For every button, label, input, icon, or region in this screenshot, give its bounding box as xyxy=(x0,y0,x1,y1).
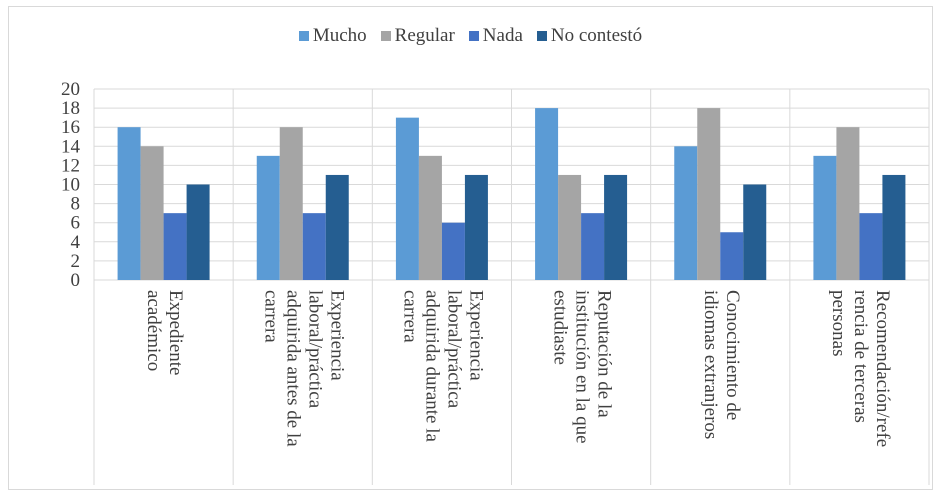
category-label-line: Reputación de la xyxy=(594,290,615,418)
category-label-line: institución en la que xyxy=(572,290,593,444)
bar xyxy=(535,108,559,280)
category-label-line: Expediente xyxy=(165,290,186,375)
bar xyxy=(558,174,582,280)
legend-item: Regular xyxy=(380,25,455,47)
y-tick-label: 12 xyxy=(61,155,80,176)
bar xyxy=(674,146,698,280)
chart-legend: Mucho Regular Nada No contestó xyxy=(9,25,932,47)
y-tick-label: 6 xyxy=(71,213,81,234)
legend-label: Regular xyxy=(394,25,455,46)
legend-item: Mucho xyxy=(298,25,367,47)
bar xyxy=(836,127,860,280)
bar xyxy=(325,174,349,280)
bar xyxy=(117,127,141,280)
y-tick-label: 18 xyxy=(61,98,80,119)
category-label-line: adquirida antes de la xyxy=(282,290,303,447)
category-label-line: carrera xyxy=(400,290,421,343)
legend-label: Nada xyxy=(482,25,523,46)
bar xyxy=(395,117,419,281)
bar xyxy=(140,146,164,280)
bar xyxy=(279,127,303,280)
legend-swatch xyxy=(380,31,391,41)
category-label-line: académico xyxy=(143,290,164,371)
category-label-line: Experiencia xyxy=(326,290,347,381)
y-tick-label: 4 xyxy=(71,232,81,253)
legend-swatch xyxy=(468,31,479,41)
y-tick-label: 20 xyxy=(61,79,80,100)
category-label-line: idiomas extranjeros xyxy=(700,290,721,439)
y-tick-label: 2 xyxy=(71,251,81,272)
y-tick-label: 14 xyxy=(61,136,81,157)
legend-swatch xyxy=(536,31,547,41)
legend-label: No contestó xyxy=(550,25,643,46)
legend-item: No contestó xyxy=(536,25,643,47)
category-label-line: laboral/práctica xyxy=(304,290,325,409)
y-tick-label: 0 xyxy=(71,270,81,291)
bar xyxy=(302,213,326,280)
category-label-line: Conocimiento de xyxy=(722,290,743,420)
y-tick-label: 8 xyxy=(71,194,81,215)
legend-item: Nada xyxy=(468,25,523,47)
category-label-line: Recomendación/refe xyxy=(872,290,893,447)
bar xyxy=(813,155,837,280)
y-tick-label: 16 xyxy=(61,117,80,138)
category-label-line: estudiaste xyxy=(550,290,571,365)
category-label-line: adquirida durante la xyxy=(422,290,443,443)
bar xyxy=(882,174,906,280)
bar xyxy=(743,184,767,280)
legend-swatch xyxy=(298,31,309,41)
bar xyxy=(859,213,883,280)
bar xyxy=(581,213,605,280)
bar xyxy=(604,174,628,280)
category-label-line: carrera xyxy=(260,290,281,343)
bar xyxy=(256,155,280,280)
category-label-line: personas xyxy=(828,290,849,356)
bar xyxy=(464,174,488,280)
bar xyxy=(441,222,465,280)
chart-frame: Mucho Regular Nada No contestó 0 2 4 6 8 10 12 14 1… xyxy=(8,6,933,490)
y-tick-label: 10 xyxy=(61,175,80,196)
bar xyxy=(186,184,210,280)
bar xyxy=(720,232,744,280)
bar xyxy=(697,108,721,280)
category-label-line: rencia de terceras xyxy=(850,290,871,423)
legend-label: Mucho xyxy=(312,25,367,46)
category-label-line: laboral/práctica xyxy=(444,290,465,409)
category-label-line: Experiencia xyxy=(466,290,487,381)
bar xyxy=(418,155,442,280)
bar xyxy=(163,213,187,280)
